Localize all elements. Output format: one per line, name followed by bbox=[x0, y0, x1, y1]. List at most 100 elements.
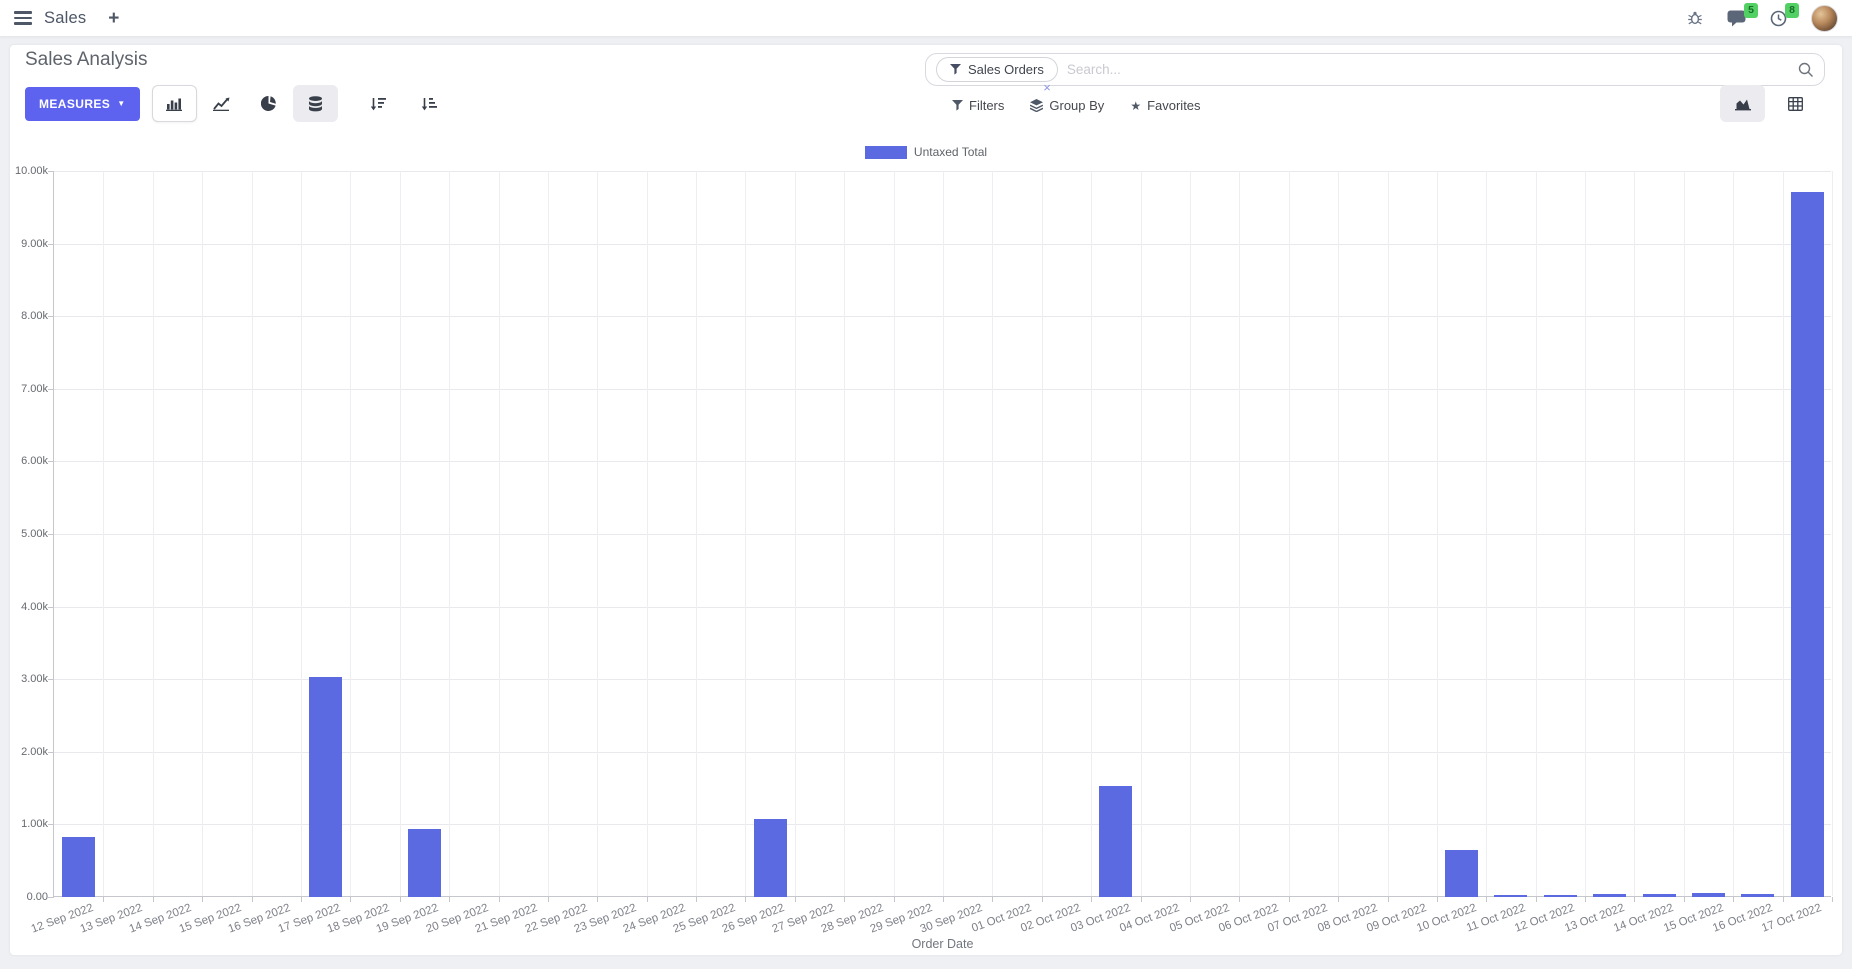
y-tick-label: 4.00k bbox=[21, 600, 48, 613]
avatar[interactable] bbox=[1811, 4, 1838, 32]
x-tick-mark bbox=[202, 897, 204, 902]
v-gridline bbox=[449, 171, 451, 896]
x-tick-mark bbox=[1535, 897, 1537, 902]
funnel-icon bbox=[950, 64, 961, 75]
navbar-right: 5 8 bbox=[1687, 2, 1838, 32]
x-tick-mark bbox=[300, 897, 302, 902]
page-title: Sales Analysis bbox=[25, 49, 148, 70]
sort-group bbox=[356, 85, 452, 122]
measures-button[interactable]: MEASURES ▼ bbox=[25, 86, 140, 121]
v-gridline bbox=[646, 171, 648, 896]
line-chart-button[interactable] bbox=[199, 85, 244, 122]
chart-bar[interactable] bbox=[1543, 895, 1577, 897]
y-tick-label: 10.00k bbox=[14, 165, 48, 177]
y-tick-label: 5.00k bbox=[21, 528, 48, 540]
pie-chart-icon bbox=[260, 96, 276, 111]
chart-bar[interactable] bbox=[1445, 850, 1479, 897]
x-tick-mark bbox=[350, 897, 352, 902]
facet-label: Sales Orders bbox=[968, 62, 1044, 77]
search-icon[interactable] bbox=[1798, 62, 1814, 78]
new-tab-button[interactable]: + bbox=[108, 7, 120, 29]
chart-legend[interactable]: Untaxed Total bbox=[10, 145, 1842, 159]
clock-icon bbox=[1770, 10, 1787, 26]
chart-bar[interactable] bbox=[62, 837, 96, 897]
y-tick-label: 2.00k bbox=[21, 745, 48, 758]
x-tick-mark bbox=[1585, 897, 1587, 902]
x-axis-title: Order Date bbox=[911, 937, 974, 951]
graph-view-button[interactable] bbox=[1720, 85, 1765, 122]
v-gridline bbox=[498, 171, 500, 896]
chart-bar[interactable] bbox=[1494, 895, 1528, 897]
layers-icon bbox=[1030, 99, 1044, 112]
group-by-button[interactable]: Group By bbox=[1030, 98, 1104, 113]
x-tick-mark bbox=[844, 897, 846, 902]
x-tick-mark bbox=[1634, 897, 1636, 902]
stacked-button[interactable] bbox=[292, 85, 338, 122]
search-facet[interactable]: Sales Orders × bbox=[936, 57, 1058, 94]
pivot-view-button[interactable] bbox=[1773, 85, 1818, 122]
debug-button[interactable] bbox=[1687, 10, 1703, 26]
v-gridline bbox=[350, 171, 352, 896]
chart-bar[interactable] bbox=[407, 829, 441, 897]
y-tick-mark bbox=[48, 679, 54, 681]
v-gridline bbox=[696, 171, 698, 896]
y-tick-label: 6.00k bbox=[21, 455, 48, 468]
v-gridline bbox=[1486, 171, 1488, 896]
x-tick-mark bbox=[646, 897, 648, 902]
sort-descending-button[interactable] bbox=[356, 85, 401, 122]
sort-descending-icon bbox=[370, 97, 387, 110]
h-gridline bbox=[54, 461, 1831, 463]
x-tick-mark bbox=[1239, 897, 1241, 902]
favorites-button[interactable]: ★ Favorites bbox=[1130, 98, 1200, 113]
x-tick-mark bbox=[251, 897, 253, 902]
pie-chart-button[interactable] bbox=[246, 85, 291, 122]
x-tick-mark bbox=[1733, 897, 1735, 902]
search-input[interactable] bbox=[1066, 62, 1798, 77]
x-tick-mark bbox=[745, 897, 747, 902]
v-gridline bbox=[399, 171, 401, 896]
y-tick-mark bbox=[48, 243, 54, 245]
chart-bar[interactable] bbox=[1593, 894, 1627, 897]
chart-bar[interactable] bbox=[1790, 192, 1824, 897]
h-gridline bbox=[54, 824, 1831, 826]
v-gridline bbox=[152, 171, 154, 896]
chart-bar[interactable] bbox=[1099, 786, 1133, 897]
hamburger-icon[interactable] bbox=[14, 11, 32, 25]
v-gridline bbox=[1091, 171, 1093, 896]
chart-bar[interactable] bbox=[309, 677, 343, 897]
remove-facet-button[interactable]: × bbox=[1043, 80, 1051, 95]
x-tick-mark bbox=[1683, 897, 1685, 902]
v-gridline bbox=[1140, 171, 1142, 896]
x-tick-mark bbox=[103, 897, 105, 902]
bar-chart-button[interactable] bbox=[151, 85, 197, 122]
sort-ascending-button[interactable] bbox=[407, 85, 452, 122]
chart-bar[interactable] bbox=[1741, 894, 1775, 897]
y-tick-mark bbox=[48, 461, 54, 463]
search-bar: Sales Orders × bbox=[925, 53, 1825, 94]
chart-bar[interactable] bbox=[753, 819, 787, 897]
v-gridline bbox=[1189, 171, 1191, 896]
x-tick-mark bbox=[1091, 897, 1093, 902]
y-tick-label: 0.00 bbox=[26, 891, 48, 903]
x-tick-mark bbox=[943, 897, 944, 902]
chart-bar[interactable] bbox=[1642, 894, 1676, 897]
app-name[interactable]: Sales bbox=[44, 8, 87, 27]
h-gridline bbox=[54, 243, 1831, 245]
v-gridline bbox=[1041, 171, 1043, 896]
h-gridline bbox=[54, 751, 1831, 753]
v-gridline bbox=[1683, 171, 1685, 896]
legend-color-box bbox=[864, 145, 907, 159]
x-tick-mark bbox=[794, 897, 796, 902]
messages-button[interactable]: 5 bbox=[1727, 2, 1758, 27]
v-gridline bbox=[1288, 171, 1290, 896]
activities-button[interactable]: 8 bbox=[1770, 2, 1799, 27]
chat-icon bbox=[1727, 10, 1746, 26]
filters-button[interactable]: Filters bbox=[952, 98, 1004, 113]
chart-bar[interactable] bbox=[1692, 893, 1726, 897]
x-tick-mark bbox=[893, 897, 895, 902]
x-tick-mark bbox=[992, 897, 994, 902]
v-gridline bbox=[1436, 171, 1438, 896]
v-gridline bbox=[1634, 171, 1636, 896]
bug-icon bbox=[1688, 11, 1702, 25]
favorites-label: Favorites bbox=[1147, 98, 1201, 113]
